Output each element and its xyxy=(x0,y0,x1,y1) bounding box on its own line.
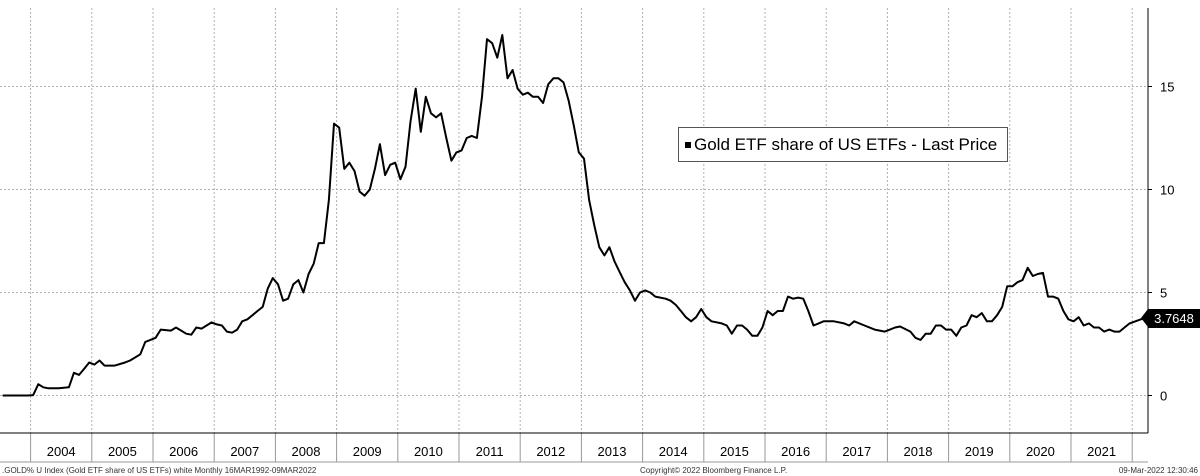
x-tick-label: 2006 xyxy=(169,444,198,459)
plot-area xyxy=(0,8,1148,433)
grid xyxy=(0,8,1148,433)
x-tick-label: 2007 xyxy=(230,444,259,459)
x-tick-label: 2011 xyxy=(476,444,504,459)
x-tick-label: 2012 xyxy=(536,444,565,459)
x-tick-label: 2004 xyxy=(47,444,76,459)
last-value-arrow xyxy=(1141,309,1148,327)
x-tick-label: 2019 xyxy=(965,444,994,459)
legend-label: Gold ETF share of US ETFs - Last Price xyxy=(694,134,998,154)
series-line xyxy=(2,34,1146,397)
legend: Gold ETF share of US ETFs - Last Price xyxy=(678,127,1009,162)
y-tick-label: 0 xyxy=(1160,389,1167,404)
x-tick-label: 2013 xyxy=(598,444,627,459)
y-tick-label: 15 xyxy=(1160,80,1174,95)
x-axis: 2004 2005 2006 2007 2008 2009 2010 2011 2012 2013… xyxy=(0,432,1148,463)
y-axis: 0 5 10 15 xyxy=(1147,8,1174,433)
last-value-badge: 3.7648 xyxy=(1148,309,1200,328)
x-tick-label: 2017 xyxy=(842,444,871,459)
x-tick-label: 2016 xyxy=(781,444,810,459)
y-tick-label: 10 xyxy=(1160,183,1174,198)
x-tick-label: 2008 xyxy=(292,444,321,459)
y-tick-label: 5 xyxy=(1160,286,1167,301)
x-tick-label: 2018 xyxy=(904,444,933,459)
x-tick-label: 2021 xyxy=(1087,444,1116,459)
footer-copyright: Copyright© 2022 Bloomberg Finance L.P. xyxy=(640,466,788,475)
x-tick-label: 2005 xyxy=(108,444,137,459)
x-tick-label: 2010 xyxy=(414,444,443,459)
x-tick-label: 2009 xyxy=(353,444,382,459)
x-tick-label: 2014 xyxy=(659,444,688,459)
x-tick-label: 2020 xyxy=(1026,444,1055,459)
plot-series xyxy=(2,34,1146,397)
footer-left: .GOLD% U Index (Gold ETF share of US ETF… xyxy=(2,466,317,475)
footer-timestamp: 09-Mar-2022 12:30:46 xyxy=(1118,466,1198,475)
x-tick-label: 2015 xyxy=(720,444,749,459)
legend-swatch xyxy=(685,141,691,148)
